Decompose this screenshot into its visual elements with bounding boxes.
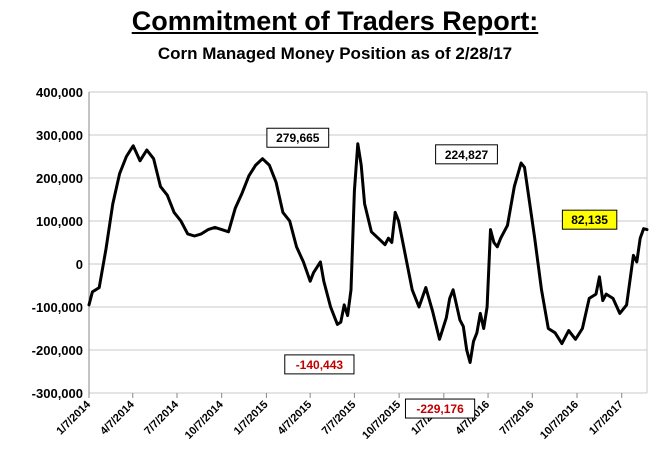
- x-tick-label: 7/7/2014: [142, 398, 181, 437]
- x-tick-label: 1/7/2014: [54, 398, 93, 437]
- annotation-box: [561, 209, 618, 230]
- y-tick-label: -200,000: [32, 343, 83, 358]
- x-tick-label: 7/7/2016: [498, 399, 537, 438]
- x-tick-label: 10/7/2014: [183, 398, 227, 442]
- y-tick-label: 200,000: [36, 171, 83, 186]
- x-tick-label: 10/7/2015: [360, 399, 403, 442]
- chart-title: Commitment of Traders Report:: [131, 6, 539, 36]
- annotation-box: [266, 127, 330, 148]
- annotation: -140,443: [284, 354, 355, 375]
- y-axis-ticks: 400,000 300,000 200,000 100,000 0 -100,000 -20…: [32, 85, 83, 401]
- series-line: [87, 142, 649, 364]
- chart-subtitle: Corn Managed Money Position as of 2/28/1…: [157, 44, 513, 63]
- y-tick-label: 300,000: [36, 128, 83, 143]
- x-axis-ticks: 1/7/2014 4/7/2014 7/7/2014 10/7/2014 1/7/201…: [54, 393, 626, 442]
- annotation: 224,827: [435, 144, 498, 165]
- x-tick-label: 7/7/2015: [320, 399, 359, 438]
- annotation-label: 224,827: [445, 148, 489, 162]
- x-tick-label: 4/7/2015: [276, 399, 315, 438]
- series-group: [87, 142, 649, 364]
- x-tick-label: 1/7/2017: [587, 399, 626, 438]
- gridlines: [88, 91, 648, 394]
- annotation: 279,665: [266, 127, 330, 148]
- y-tick-label: 400,000: [36, 85, 83, 100]
- annotation-label: -229,176: [416, 402, 464, 416]
- annotation: -229,176: [404, 398, 476, 419]
- x-tick-label: 10/7/2016: [538, 399, 581, 442]
- x-tick-label: 4/7/2014: [98, 398, 137, 437]
- annotation-box: [284, 354, 355, 375]
- annotations-group: 279,665 -140,443 224,827 -229,176 82,135: [266, 127, 618, 419]
- x-tick-label: 1/7/2015: [232, 399, 271, 438]
- annotation-label: 82,135: [571, 213, 608, 227]
- y-tick-label: -300,000: [32, 386, 83, 401]
- y-tick-label: -100,000: [32, 300, 83, 315]
- y-tick-label: 100,000: [36, 214, 83, 229]
- y-tick-label: 0: [76, 257, 83, 272]
- annotation-box: [435, 144, 498, 165]
- annotation-box: [404, 398, 476, 419]
- annotation-label: 279,665: [276, 131, 320, 145]
- annotation-label: -140,443: [296, 358, 344, 372]
- annotation: 82,135: [561, 209, 618, 230]
